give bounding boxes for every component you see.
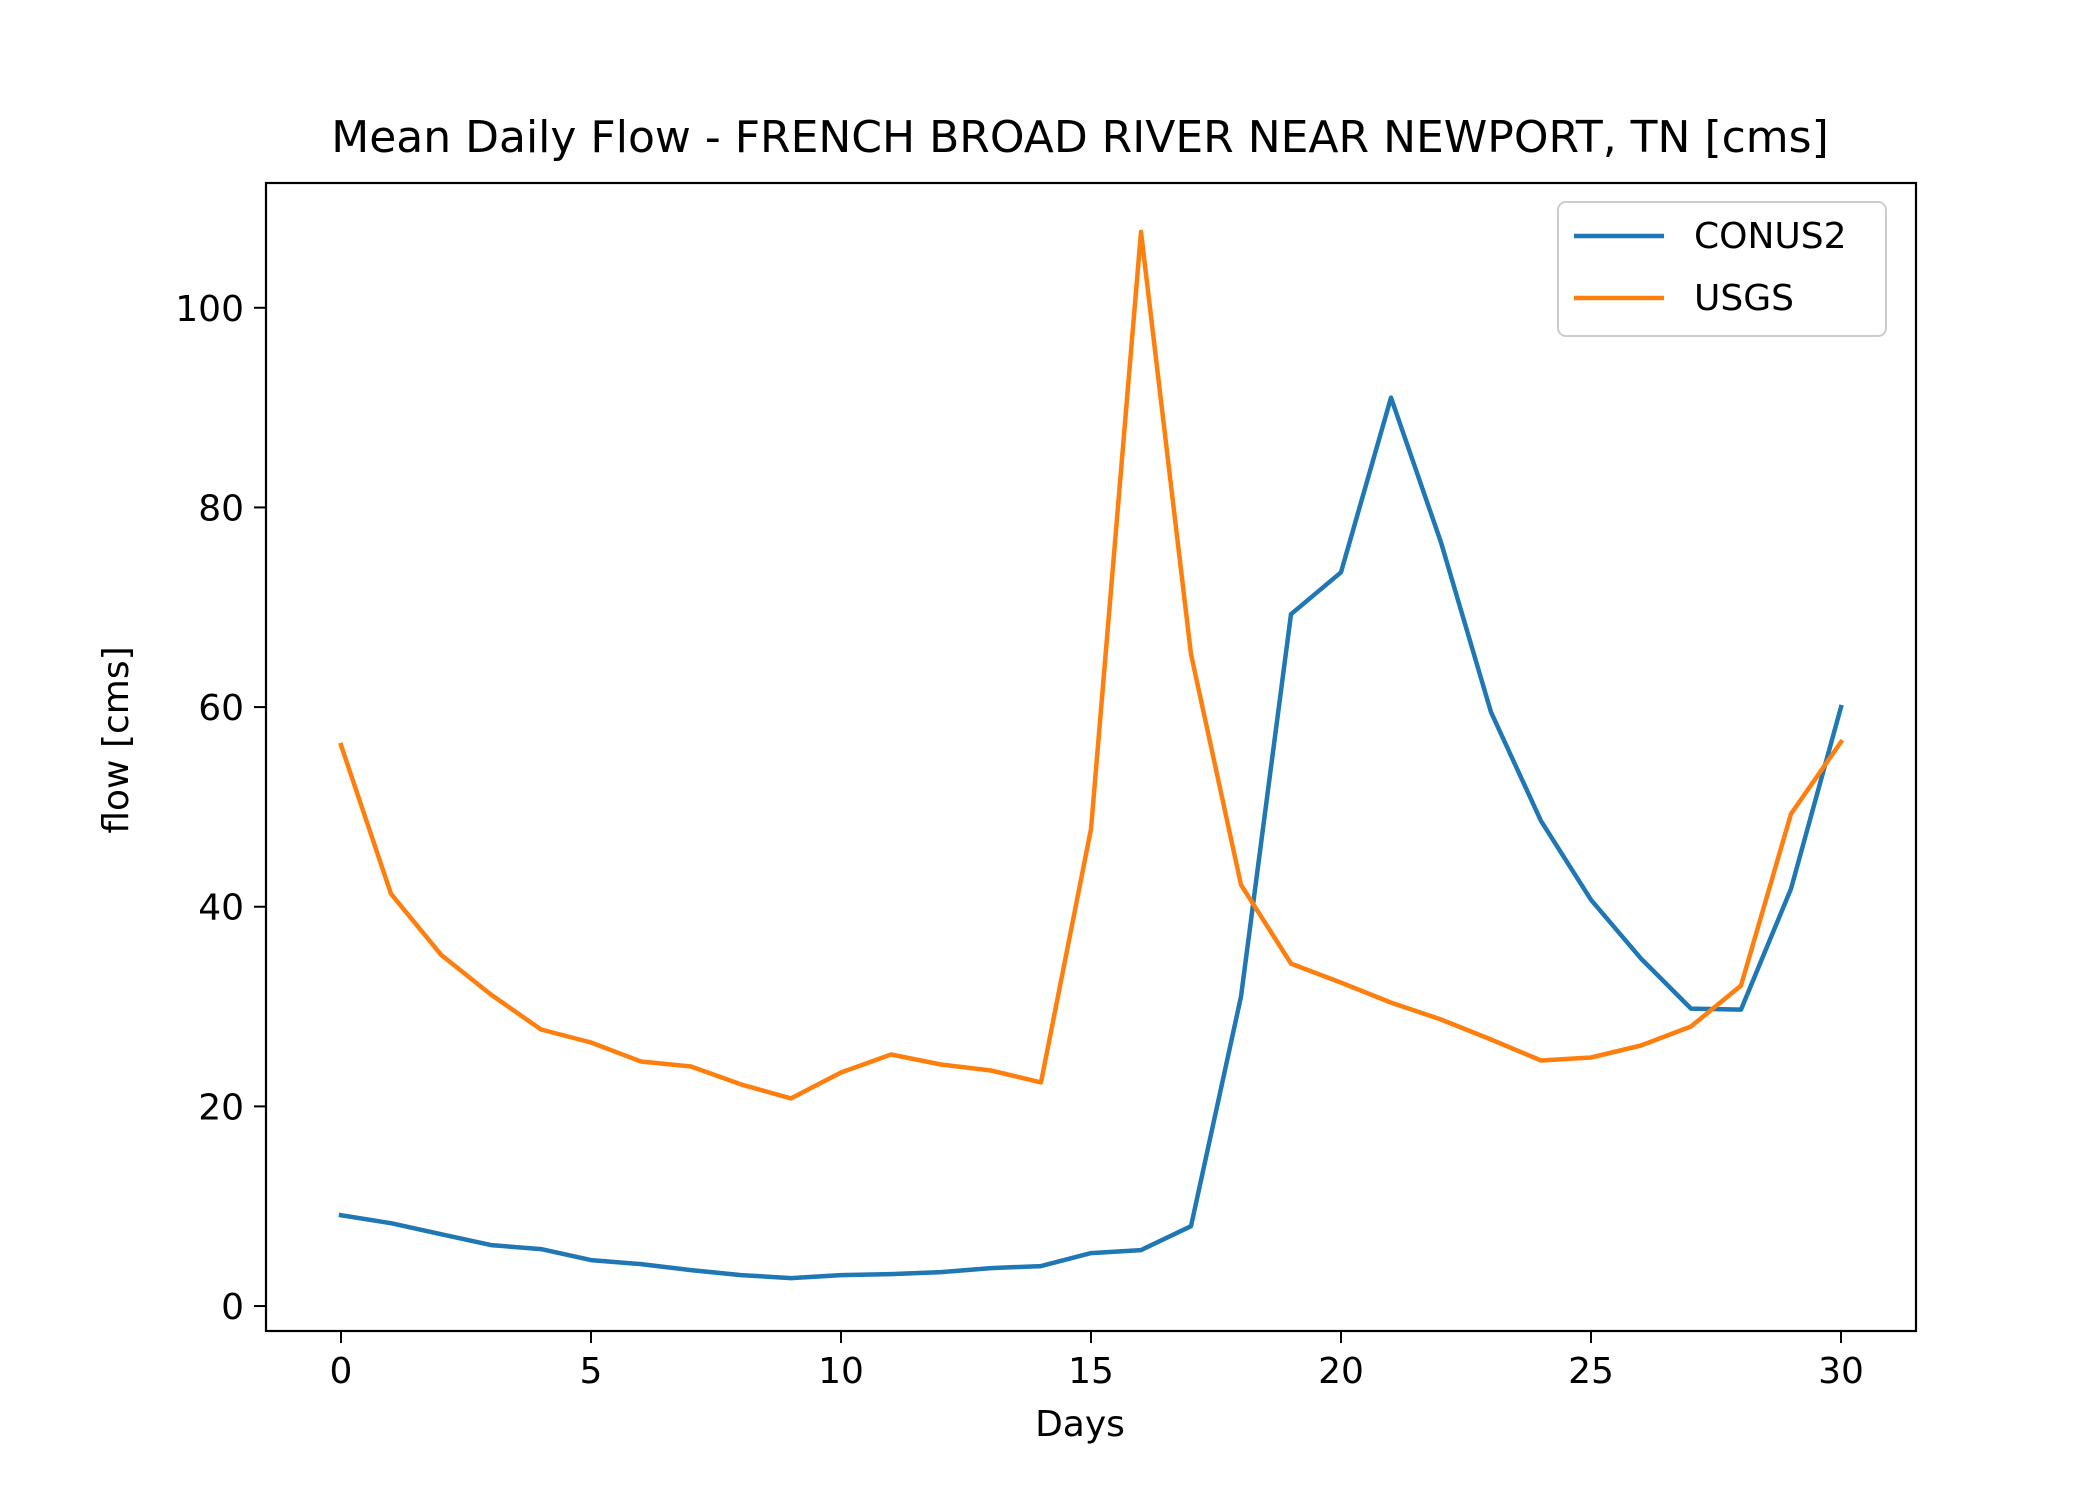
x-tick-label: 30 [1818, 1351, 1864, 1392]
x-tick-label: 10 [818, 1351, 864, 1392]
series-line-conus2 [338, 395, 1844, 1281]
y-tick-label: 40 [198, 888, 244, 929]
chart-title: Mean Daily Flow - FRENCH BROAD RIVER NEA… [331, 112, 1829, 163]
y-tick-label: 60 [198, 688, 244, 729]
legend-label-conus2: CONUS2 [1694, 216, 1847, 257]
x-tick-label: 25 [1568, 1351, 1614, 1392]
legend: CONUS2 USGS [1557, 201, 1887, 337]
x-tick-label: 5 [580, 1351, 603, 1392]
x-axis-label: Days [1035, 1404, 1125, 1445]
legend-label-usgs: USGS [1694, 278, 1794, 319]
x-tick-label: 20 [1318, 1351, 1364, 1392]
x-tick-label: 0 [330, 1351, 353, 1392]
y-tick-label: 0 [221, 1287, 244, 1328]
y-tick-label: 20 [198, 1087, 244, 1128]
y-tick-label: 80 [198, 488, 244, 529]
x-axis-ticks: 0 5 10 15 20 25 30 [330, 1331, 1864, 1392]
series-line-usgs [338, 229, 1845, 1101]
series-layer [338, 229, 1845, 1281]
x-tick-label: 15 [1068, 1351, 1114, 1392]
y-axis-label: flow [cms] [96, 646, 137, 833]
y-tick-label: 100 [175, 289, 244, 330]
y-axis-ticks: 0 20 40 60 80 100 [175, 289, 266, 1328]
